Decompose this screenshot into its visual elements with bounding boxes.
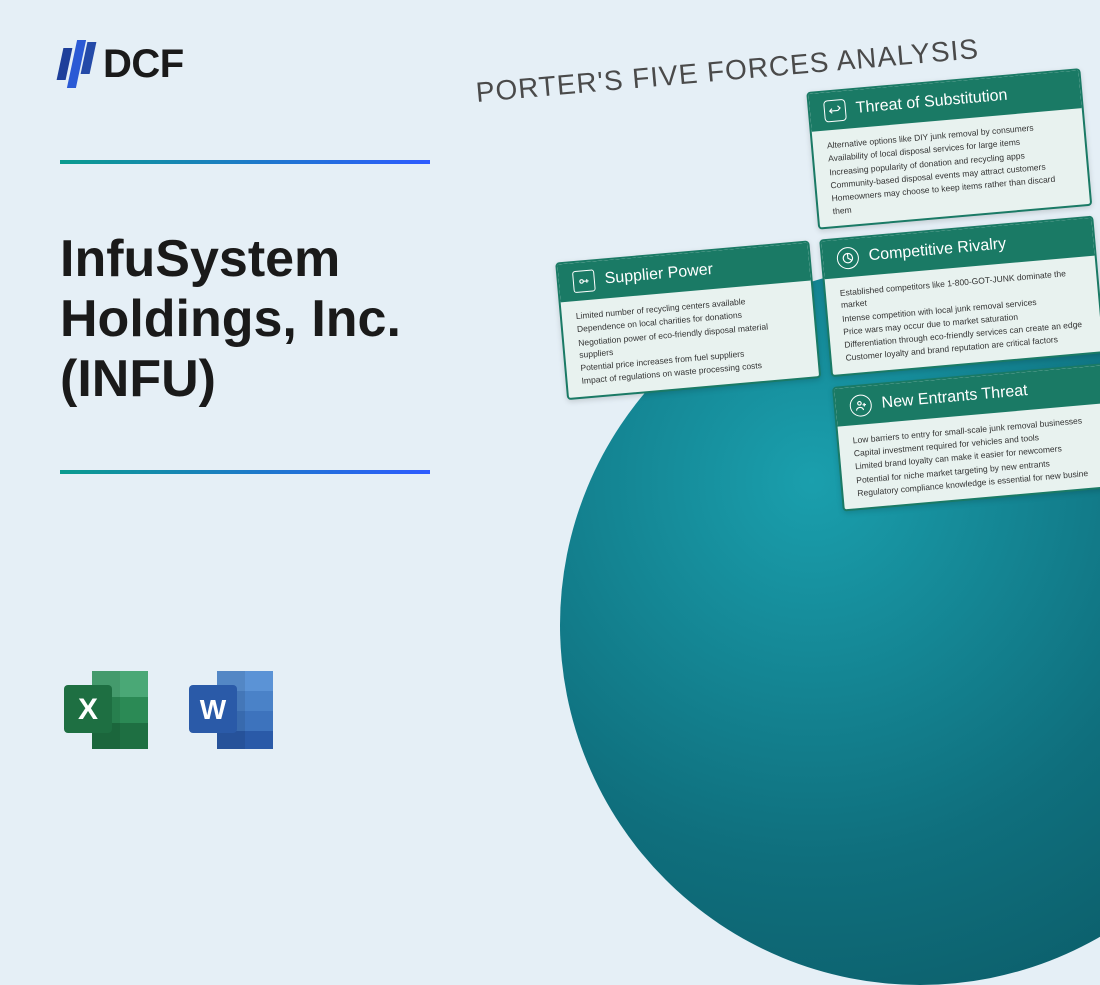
file-icons: X W [60,665,280,755]
logo: DCF [60,40,184,88]
divider-top [60,160,430,164]
divider-bottom [60,470,430,474]
card-title: Competitive Rivalry [868,235,1007,265]
card-title: Supplier Power [604,261,714,288]
card-entrants: New Entrants Threat Low barriers to entr… [832,363,1100,512]
card-title: Threat of Substitution [855,87,1008,118]
swap-icon [823,99,847,123]
user-plus-icon [849,393,873,417]
card-supplier: Supplier Power Limited number of recycli… [555,240,821,400]
card-title: New Entrants Threat [881,382,1028,413]
card-body-supplier: Limited number of recycling centers avai… [561,280,819,397]
page-title: InfuSystem Holdings, Inc. (INFU) [60,230,480,409]
logo-bars-icon [60,40,93,88]
pie-icon [836,246,860,270]
excel-letter: X [78,693,98,726]
card-rivalry: Competitive Rivalry Established competit… [819,215,1100,376]
word-icon: W [185,665,280,755]
word-letter: W [200,694,227,725]
card-substitution: Threat of Substitution Alternative optio… [806,68,1092,229]
cards-area: Threat of Substitution Alternative optio… [542,66,1100,544]
key-icon [572,269,596,293]
excel-icon: X [60,665,155,755]
logo-text: DCF [103,42,184,87]
